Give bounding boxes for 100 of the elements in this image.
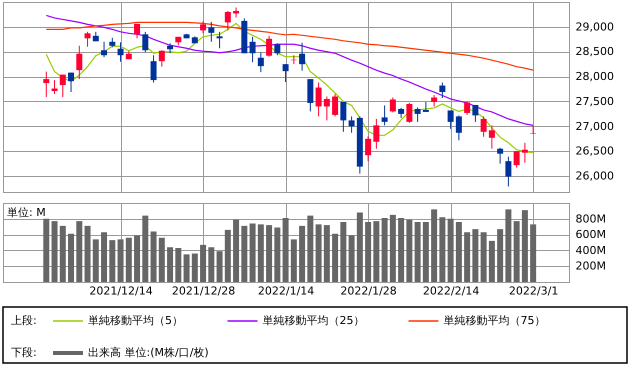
bar — [167, 247, 174, 282]
bar — [390, 214, 396, 282]
candlestick — [158, 50, 165, 68]
bar — [514, 221, 520, 282]
bar — [406, 220, 412, 282]
candlestick — [464, 100, 470, 116]
candlestick — [167, 42, 174, 54]
bar — [118, 239, 124, 282]
bar — [299, 226, 306, 282]
bar — [224, 230, 231, 282]
bar — [216, 251, 223, 282]
candlestick — [290, 54, 297, 65]
bar — [192, 254, 198, 282]
bar — [60, 226, 66, 282]
candlestick — [431, 94, 438, 107]
y-tick-label: 29,000 — [576, 20, 614, 34]
y-tick-label: 800M — [576, 212, 606, 226]
x-tick-label: 2022/1/14 — [258, 284, 314, 298]
candlestick — [118, 42, 124, 62]
candlestick — [530, 125, 536, 134]
bar — [316, 224, 322, 282]
bar — [68, 234, 74, 282]
candlestick — [373, 118, 380, 150]
bar — [356, 212, 363, 282]
bar — [488, 240, 495, 282]
candlestick — [514, 150, 520, 168]
x-tick-label: 2021/12/28 — [172, 284, 236, 298]
candlestick — [299, 42, 306, 72]
candlestick — [398, 107, 404, 118]
y-tick-label: 26,000 — [576, 170, 614, 183]
candlestick — [439, 82, 446, 98]
line-series — [46, 22, 534, 71]
bar — [373, 221, 380, 282]
candlestick — [92, 31, 99, 42]
legend-label: 単純移動平均（25） — [262, 314, 364, 327]
candlestick — [84, 31, 91, 48]
candlestick — [522, 142, 528, 164]
bar — [233, 220, 240, 282]
text: 下段: — [11, 346, 37, 359]
bar — [480, 232, 487, 282]
bar — [290, 239, 297, 282]
candlestick — [142, 31, 148, 53]
bar — [150, 231, 157, 282]
bar — [258, 224, 264, 282]
y-tick-label: 200M — [576, 260, 606, 273]
bar — [200, 244, 206, 282]
y-tick-label: 27,000 — [576, 120, 614, 133]
bar — [158, 238, 165, 282]
candlestick — [52, 80, 58, 95]
candlestick — [43, 71, 50, 98]
bar — [414, 222, 421, 282]
y-tick-label: 28,500 — [576, 45, 614, 58]
candlestick — [216, 31, 223, 49]
bar — [431, 209, 438, 282]
candlestick — [316, 82, 322, 117]
bar — [505, 209, 512, 282]
bar — [472, 229, 478, 282]
candlestick — [365, 136, 372, 162]
candlestick — [505, 156, 512, 188]
bar — [324, 225, 330, 282]
candlestick — [60, 74, 66, 98]
bar — [530, 224, 536, 282]
legend-label: 単純移動平均（5） — [88, 314, 183, 327]
bar — [497, 229, 504, 282]
bar — [84, 226, 91, 282]
bar — [398, 218, 404, 282]
candlestick — [134, 23, 140, 39]
candlestick — [456, 114, 462, 141]
bar — [175, 248, 182, 282]
y-tick-label: 27,500 — [576, 94, 614, 108]
x-tick-label: 2022/3/1 — [508, 284, 558, 298]
candlestick — [406, 102, 412, 124]
bar — [101, 232, 108, 282]
candlestick — [414, 106, 421, 122]
bar — [365, 222, 372, 282]
candlestick — [472, 104, 478, 122]
bar — [109, 240, 116, 282]
bar — [184, 254, 190, 282]
bar — [134, 235, 140, 282]
bar — [448, 218, 454, 282]
bar — [522, 210, 528, 282]
candlestick — [224, 10, 231, 31]
candlestick — [488, 124, 495, 150]
candlestick — [274, 42, 280, 56]
y-tick-label: 600M — [576, 228, 606, 242]
candlestick — [150, 54, 157, 84]
bar — [266, 225, 272, 282]
candlestick — [266, 35, 272, 58]
legend-label: 単純移動平均（75） — [444, 314, 546, 327]
bar — [332, 234, 338, 282]
bar — [208, 247, 214, 282]
candlestick — [340, 101, 346, 132]
candlestick — [282, 64, 289, 83]
bar — [456, 222, 462, 282]
bar — [274, 227, 280, 282]
candlestick — [76, 45, 82, 80]
x-tick-label: 2022/1/28 — [340, 284, 397, 298]
line-series — [46, 14, 534, 126]
candlestick — [208, 21, 214, 42]
y-tick-label: 28,000 — [576, 70, 614, 84]
